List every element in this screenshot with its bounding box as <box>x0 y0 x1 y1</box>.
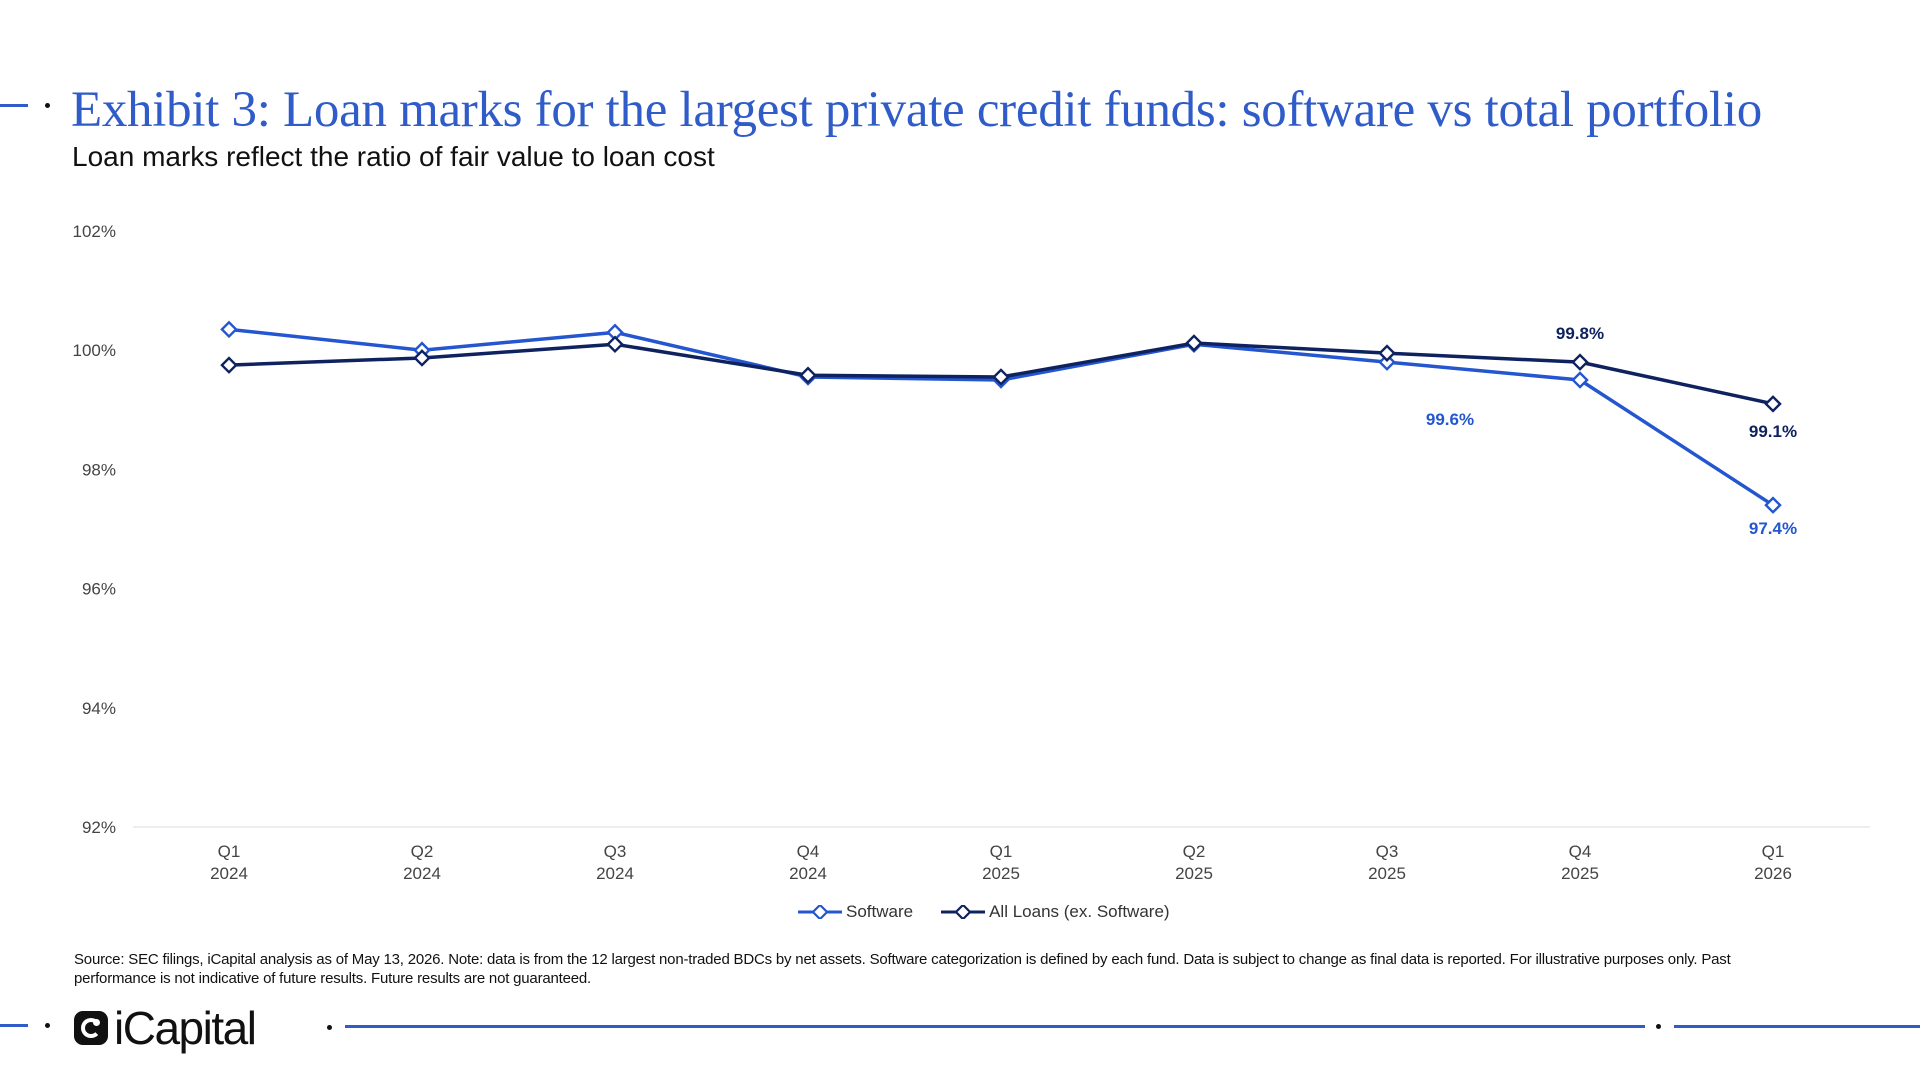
data-point-software <box>606 323 624 342</box>
legend-swatch-software <box>798 905 842 919</box>
data-point-software <box>220 320 238 339</box>
y-tick-label: 92% <box>82 818 116 837</box>
x-tick-label-year: 2024 <box>210 864 248 883</box>
line-chart: 92% 94% 96% 98% 100% 102% Q1 2024 Q2 2024 Q3 2024 Q4… <box>73 222 1870 883</box>
x-tick-label-quarter: Q4 <box>1569 842 1592 861</box>
footer-decor-line-right <box>1674 1025 1920 1028</box>
y-tick-label: 96% <box>82 580 116 599</box>
x-tick-label-year: 2024 <box>596 864 634 883</box>
y-tick-label: 102% <box>73 222 116 241</box>
footer-decor-dot-left <box>45 1023 50 1028</box>
data-point-all-loans <box>799 366 817 385</box>
y-tick-label: 98% <box>82 460 116 479</box>
data-point-software <box>1764 496 1782 514</box>
x-tick-label-quarter: Q2 <box>1183 842 1206 861</box>
x-tick-label-quarter: Q1 <box>1762 842 1785 861</box>
data-point-software <box>1378 353 1396 371</box>
logo-text: iCapital <box>114 1002 257 1054</box>
legend-label-all-loans: All Loans (ex. Software) <box>989 902 1170 921</box>
chart-title: Exhibit 3: Loan marks for the largest pr… <box>71 82 1762 138</box>
x-tick-label-year: 2026 <box>1754 864 1792 883</box>
footer-decor-dash-left <box>0 1024 28 1027</box>
x-tick-label-quarter: Q1 <box>990 842 1013 861</box>
chart-subtitle: Loan marks reflect the ratio of fair val… <box>72 141 715 172</box>
header-decor-dash <box>0 104 28 107</box>
data-point-all-loans <box>1185 334 1203 352</box>
source-note: Source: SEC filings, iCapital analysis a… <box>74 951 1731 987</box>
y-tick-label: 100% <box>73 341 116 360</box>
x-tick-label-quarter: Q4 <box>797 842 820 861</box>
data-point-all-loans <box>413 349 431 367</box>
x-tick-label-quarter: Q3 <box>604 842 627 861</box>
x-tick-label-year: 2025 <box>1561 864 1599 883</box>
x-tick-label-year: 2024 <box>789 864 827 883</box>
legend-item-software: Software <box>798 902 913 922</box>
data-point-software <box>1571 371 1589 389</box>
data-point-all-loans <box>1571 353 1589 371</box>
data-label-software: 97.4% <box>1749 519 1797 538</box>
data-point-all-loans <box>1378 344 1396 362</box>
data-label-all-loans: 99.1% <box>1749 422 1797 441</box>
x-tick-label-year: 2024 <box>403 864 441 883</box>
legend-item-all-loans: All Loans (ex. Software) <box>941 902 1170 922</box>
data-label-all-loans: 99.8% <box>1556 324 1604 343</box>
icapital-logo-icon <box>74 1011 108 1045</box>
chart-legend: Software All Loans (ex. Software) <box>798 902 1198 922</box>
data-point-all-loans <box>992 368 1010 386</box>
data-label-software: 99.6% <box>1426 410 1474 429</box>
footer-decor-dot-mid <box>327 1025 332 1030</box>
y-tick-label: 94% <box>82 699 116 718</box>
x-tick-label-year: 2025 <box>982 864 1020 883</box>
icapital-logo: iCapital <box>74 1002 257 1054</box>
x-tick-label-quarter: Q3 <box>1376 842 1399 861</box>
data-point-all-loans <box>606 335 624 354</box>
x-tick-label-year: 2025 <box>1368 864 1406 883</box>
x-tick-label-quarter: Q2 <box>411 842 434 861</box>
data-point-all-loans <box>220 356 238 374</box>
legend-label-software: Software <box>846 902 914 921</box>
data-point-all-loans <box>1764 395 1782 413</box>
x-tick-label-year: 2025 <box>1175 864 1213 883</box>
legend-swatch-all-loans <box>941 905 986 919</box>
x-tick-label-quarter: Q1 <box>218 842 241 861</box>
footer-decor-line <box>345 1025 1645 1028</box>
header-decor-dot <box>45 103 50 108</box>
footer-decor-dot-right <box>1656 1024 1661 1029</box>
